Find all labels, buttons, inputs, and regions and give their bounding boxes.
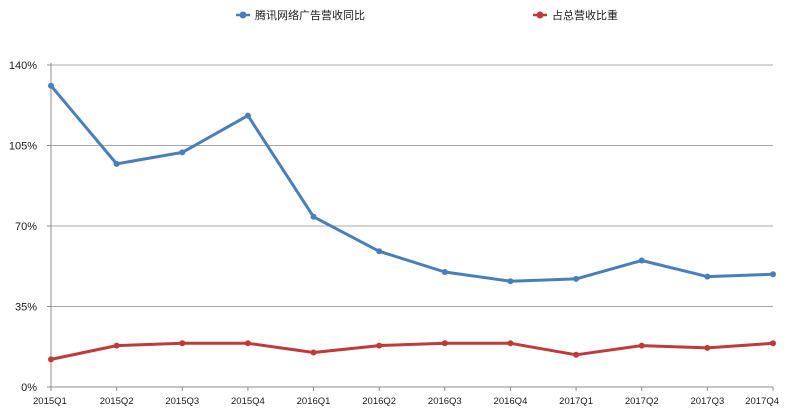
series-line-1 — [49, 84, 775, 283]
series-line-2 — [49, 341, 775, 361]
y-tick-label: 0% — [21, 382, 37, 394]
data-point — [376, 248, 383, 255]
x-tick-label: 2015Q4 — [231, 396, 265, 407]
data-point — [573, 275, 580, 282]
data-point — [573, 351, 580, 358]
series-layer — [48, 82, 776, 363]
x-tick-label: 2017Q2 — [625, 396, 659, 407]
data-point — [179, 340, 186, 347]
data-point — [704, 273, 711, 280]
data-point — [113, 160, 120, 167]
data-point — [179, 149, 186, 156]
data-point — [507, 278, 514, 285]
data-point — [48, 82, 54, 89]
data-point — [244, 112, 251, 119]
x-tick-label: 2015Q2 — [100, 396, 134, 407]
x-tick-label: 2015Q1 — [33, 396, 67, 407]
x-tick-label: 2017Q1 — [559, 396, 593, 407]
data-point — [113, 342, 120, 349]
data-point — [310, 349, 317, 356]
x-tick-label: 2017Q4 — [745, 396, 779, 407]
legend-marker-series-1 — [239, 11, 247, 19]
x-tick-label: 2015Q3 — [165, 396, 199, 407]
x-tick-label: 2016Q4 — [494, 396, 528, 407]
legend: 腾讯网络广告营收同比 占总营收比重 — [236, 8, 618, 22]
y-tick-label: 105% — [9, 141, 37, 153]
data-point — [441, 269, 448, 275]
x-axis-ticks: 2015Q1 2015Q2 2015Q3 2015Q4 2016Q1 2016Q2 2016… — [33, 387, 779, 407]
legend-label-series-1: 腾讯网络广告营收同比 — [255, 8, 365, 22]
data-point — [638, 257, 645, 264]
gridlines — [51, 64, 773, 307]
x-tick-label: 2016Q2 — [362, 396, 396, 407]
data-point — [507, 340, 514, 347]
data-point — [310, 213, 317, 220]
y-tick-label: 140% — [9, 60, 37, 72]
y-axis-ticks: 0% 35% 70% 105% 140% — [9, 60, 51, 394]
data-point — [770, 271, 776, 278]
data-point — [704, 344, 711, 351]
y-tick-label: 70% — [15, 221, 37, 233]
legend-label-series-2: 占总营收比重 — [552, 8, 618, 22]
data-point — [376, 342, 383, 349]
data-point — [441, 340, 448, 347]
legend-marker-series-2 — [536, 11, 544, 19]
data-point — [770, 340, 776, 347]
series-2 — [48, 340, 776, 363]
x-tick-label: 2016Q1 — [297, 396, 331, 407]
axes — [50, 63, 773, 388]
y-tick-label: 35% — [15, 302, 37, 314]
x-tick-label: 2017Q3 — [690, 396, 724, 407]
data-point — [244, 340, 251, 347]
x-tick-label: 2016Q3 — [428, 396, 462, 407]
series-1 — [48, 82, 776, 285]
data-point — [638, 342, 645, 349]
legend-item-series-1: 腾讯网络广告营收同比 — [236, 8, 365, 22]
legend-item-series-2: 占总营收比重 — [533, 8, 618, 22]
data-point — [48, 356, 54, 363]
